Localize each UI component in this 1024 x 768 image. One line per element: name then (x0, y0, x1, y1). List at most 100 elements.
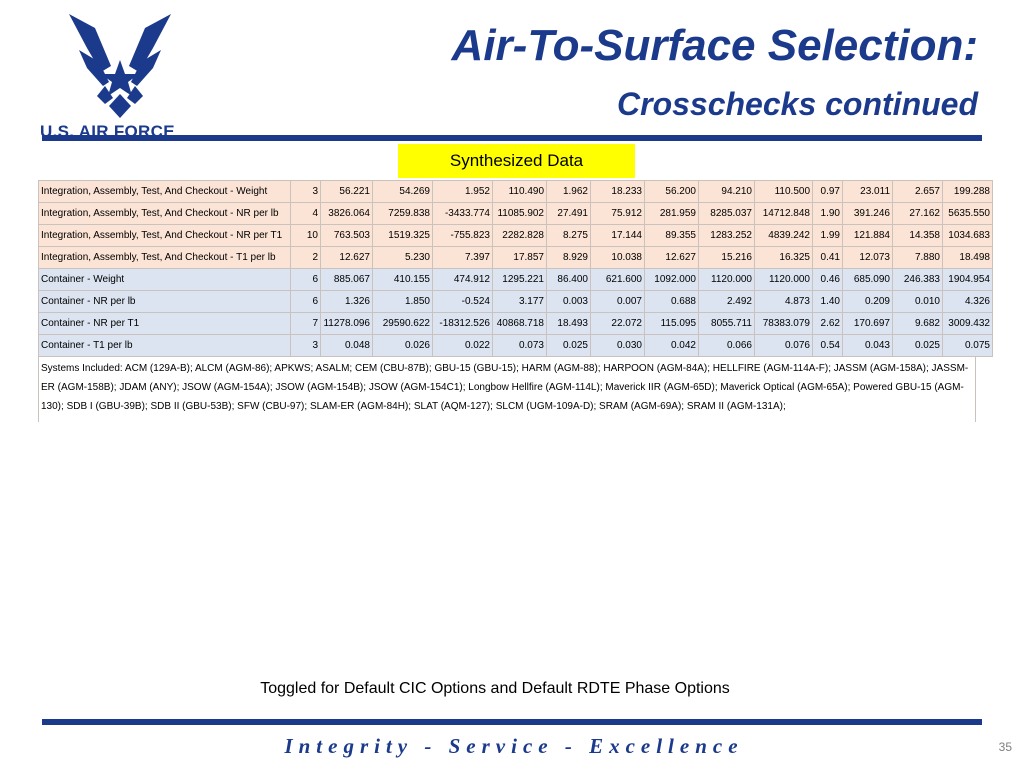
value-cell: 474.912 (432, 268, 493, 291)
systems-included-text: Systems Included: ACM (129A-B); ALCM (AG… (38, 357, 976, 422)
value-cell: 18.498 (942, 246, 993, 269)
value-cell: 56.200 (644, 180, 699, 203)
value-cell: 16.325 (754, 246, 813, 269)
value-cell: 4839.242 (754, 224, 813, 247)
value-cell: 1034.683 (942, 224, 993, 247)
value-cell: 56.221 (320, 180, 373, 203)
value-cell: 14712.848 (754, 202, 813, 225)
value-cell: 2.657 (892, 180, 943, 203)
value-cell: 6 (290, 290, 321, 313)
crosscheck-table: Integration, Assembly, Test, And Checkou… (38, 180, 993, 357)
value-cell: 1.326 (320, 290, 373, 313)
value-cell: 281.959 (644, 202, 699, 225)
value-cell: 4 (290, 202, 321, 225)
value-cell: 685.090 (842, 268, 893, 291)
value-cell: 1295.221 (492, 268, 547, 291)
value-cell: 10 (290, 224, 321, 247)
table-row: Container - T1 per lb 3 0.048 0.026 0.022 0.0… (38, 334, 993, 357)
bottom-divider (42, 719, 982, 725)
page-title: Air-To-Surface Selection: (451, 21, 978, 70)
value-cell: 1283.252 (698, 224, 755, 247)
value-cell: -18312.526 (432, 312, 493, 335)
value-cell: 1120.000 (698, 268, 755, 291)
value-cell: 89.355 (644, 224, 699, 247)
row-label-cell: Container - NR per T1 (38, 312, 291, 335)
value-cell: 78383.079 (754, 312, 813, 335)
value-cell: 15.216 (698, 246, 755, 269)
value-cell: 391.246 (842, 202, 893, 225)
value-cell: 0.073 (492, 334, 547, 357)
row-label-cell: Container - Weight (38, 268, 291, 291)
value-cell: 1.952 (432, 180, 493, 203)
value-cell: 0.688 (644, 290, 699, 313)
value-cell: 86.400 (546, 268, 591, 291)
value-cell: 0.022 (432, 334, 493, 357)
value-cell: 0.030 (590, 334, 645, 357)
value-cell: 11278.096 (320, 312, 373, 335)
synthesized-data-badge: Synthesized Data (398, 144, 635, 178)
row-label-cell: Integration, Assembly, Test, And Checkou… (38, 202, 291, 225)
value-cell: 40868.718 (492, 312, 547, 335)
value-cell: 29590.622 (372, 312, 433, 335)
value-cell: 0.025 (546, 334, 591, 357)
value-cell: 23.011 (842, 180, 893, 203)
table-row: Integration, Assembly, Test, And Checkou… (38, 180, 993, 203)
value-cell: 0.010 (892, 290, 943, 313)
value-cell: 4.326 (942, 290, 993, 313)
value-cell: 3.177 (492, 290, 547, 313)
value-cell: 0.043 (842, 334, 893, 357)
value-cell: 885.067 (320, 268, 373, 291)
value-cell: 3009.432 (942, 312, 993, 335)
value-cell: 7259.838 (372, 202, 433, 225)
value-cell: 7.880 (892, 246, 943, 269)
value-cell: 27.491 (546, 202, 591, 225)
value-cell: 115.095 (644, 312, 699, 335)
table-row: Container - NR per T1 7 11278.096 29590.622… (38, 312, 993, 335)
value-cell: 0.209 (842, 290, 893, 313)
value-cell: 246.383 (892, 268, 943, 291)
value-cell: 110.490 (492, 180, 547, 203)
value-cell: 0.41 (812, 246, 843, 269)
value-cell: 3 (290, 180, 321, 203)
value-cell: 75.912 (590, 202, 645, 225)
value-cell: 0.97 (812, 180, 843, 203)
value-cell: 1092.000 (644, 268, 699, 291)
value-cell: 6 (290, 268, 321, 291)
value-cell: 8285.037 (698, 202, 755, 225)
value-cell: 7 (290, 312, 321, 335)
motto: Integrity - Service - Excellence (0, 734, 1024, 759)
row-label-cell: Integration, Assembly, Test, And Checkou… (38, 224, 291, 247)
value-cell: 110.500 (754, 180, 813, 203)
value-cell: 1.90 (812, 202, 843, 225)
value-cell: 0.54 (812, 334, 843, 357)
row-label-cell: Container - NR per lb (38, 290, 291, 313)
value-cell: 5.230 (372, 246, 433, 269)
value-cell: 763.503 (320, 224, 373, 247)
value-cell: 17.857 (492, 246, 547, 269)
value-cell: 0.076 (754, 334, 813, 357)
row-label-cell: Container - T1 per lb (38, 334, 291, 357)
page-subtitle: Crosschecks continued (617, 86, 978, 122)
footnote: Toggled for Default CIC Options and Defa… (260, 680, 730, 697)
value-cell: 0.025 (892, 334, 943, 357)
value-cell: 3 (290, 334, 321, 357)
value-cell: -755.823 (432, 224, 493, 247)
value-cell: 9.682 (892, 312, 943, 335)
row-label-cell: Integration, Assembly, Test, And Checkou… (38, 246, 291, 269)
value-cell: 410.155 (372, 268, 433, 291)
value-cell: 2282.828 (492, 224, 547, 247)
crosscheck-table-container: Integration, Assembly, Test, And Checkou… (38, 180, 993, 422)
value-cell: 0.042 (644, 334, 699, 357)
value-cell: 12.627 (644, 246, 699, 269)
page-number: 35 (998, 740, 1012, 754)
table-row: Container - NR per lb 6 1.326 1.850 -0.524 3.… (38, 290, 993, 313)
value-cell: 1120.000 (754, 268, 813, 291)
value-cell: 0.003 (546, 290, 591, 313)
value-cell: 94.210 (698, 180, 755, 203)
value-cell: 121.884 (842, 224, 893, 247)
top-divider (42, 135, 982, 141)
table-row: Integration, Assembly, Test, And Checkou… (38, 224, 993, 247)
value-cell: -3433.774 (432, 202, 493, 225)
value-cell: 1.850 (372, 290, 433, 313)
value-cell: 1.40 (812, 290, 843, 313)
